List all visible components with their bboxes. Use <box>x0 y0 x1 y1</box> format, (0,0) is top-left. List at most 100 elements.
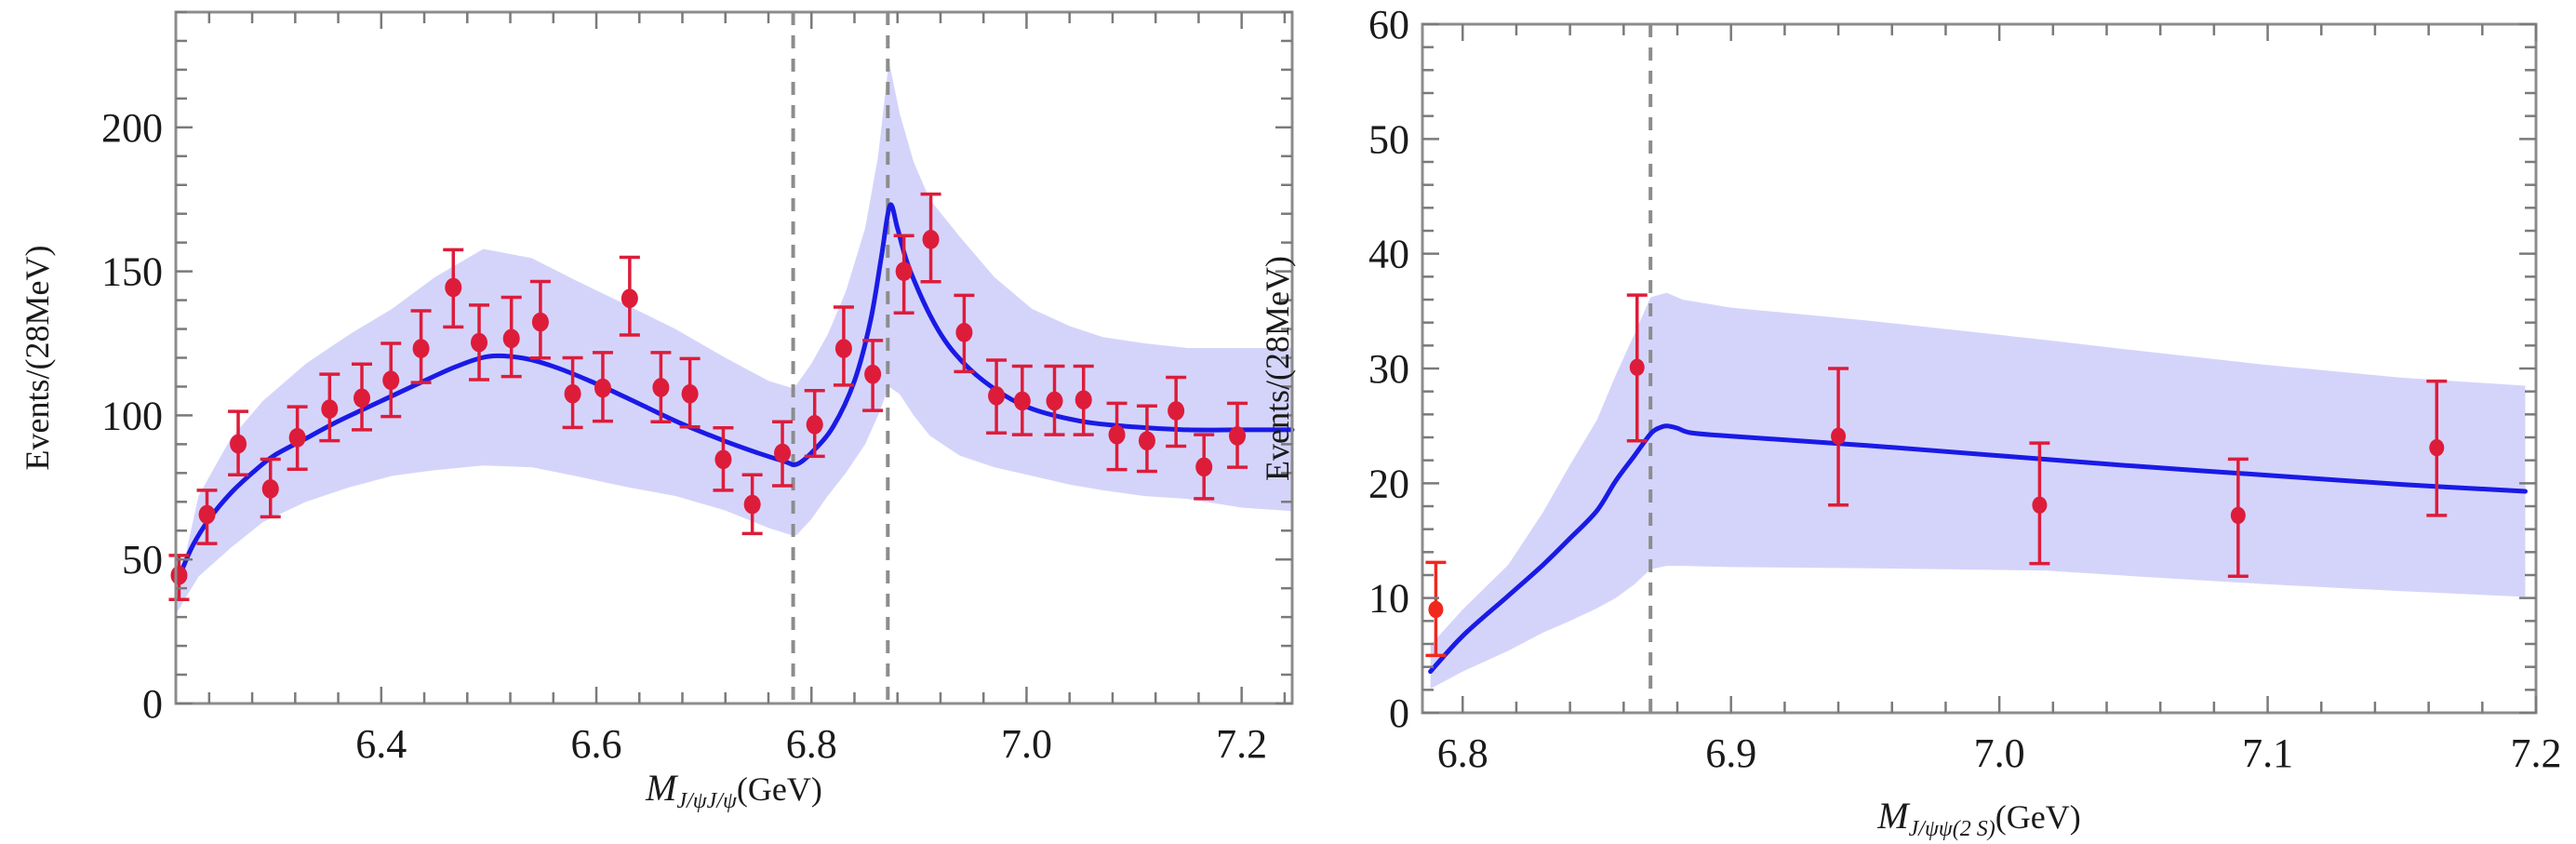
data-marker <box>681 383 699 404</box>
data-point <box>804 389 825 459</box>
data-marker <box>412 339 430 358</box>
x-tick-label: 6.8 <box>1437 730 1488 776</box>
data-marker <box>1074 390 1092 410</box>
data-marker <box>743 494 761 515</box>
y-tick-label: 30 <box>1368 346 1409 392</box>
data-point <box>501 295 522 379</box>
data-points-layer <box>168 192 1248 601</box>
x-axis-label: MJ/ψJ/ψ(GeV) <box>645 767 822 813</box>
data-point <box>650 351 672 423</box>
data-point <box>196 489 218 545</box>
y-tick-labels: 0 10 20 30 40 50 60 <box>1368 2 1409 736</box>
data-point <box>1425 560 1447 658</box>
x-tick-labels: 6.8 6.9 7.0 7.1 7.2 <box>1437 730 2562 776</box>
data-point <box>562 355 583 430</box>
data-marker <box>261 479 279 499</box>
x-tick-label: 6.6 <box>571 721 622 767</box>
x-axis-label-subscript: J/ψJ/ψ <box>676 789 738 813</box>
uncertainty-band <box>1430 292 2526 690</box>
data-marker <box>198 504 216 525</box>
data-marker <box>531 312 549 332</box>
data-point <box>986 358 1008 435</box>
x-tick-label: 7.2 <box>2511 730 2562 776</box>
data-point <box>260 457 281 519</box>
right-panel-jpsi-psi2s: 6.8 6.9 7.0 7.1 7.2 0 10 20 30 40 50 60 Events/(28… <box>1259 2 2562 841</box>
data-point <box>1194 433 1215 501</box>
data-marker <box>1013 391 1031 411</box>
left-panel-jpsi-jpsi: 6.4 6.6 6.8 7.0 7.2 0 50 100 150 200 Events/(28M… <box>19 10 1295 813</box>
data-point <box>1136 404 1157 474</box>
uncertainty-band <box>176 60 1292 615</box>
data-point <box>2029 441 2050 566</box>
x-tick-label: 6.4 <box>355 721 407 767</box>
x-axis-label-main: M <box>645 767 679 809</box>
data-marker <box>288 427 306 448</box>
data-marker <box>1629 358 1645 376</box>
data-point <box>443 248 464 329</box>
data-marker <box>1168 401 1185 421</box>
x-axis-label-subscript: J/ψψ(2 S) <box>1909 817 1995 841</box>
y-tick-label: 100 <box>101 393 163 438</box>
axis-ticks <box>176 10 1292 705</box>
data-marker <box>1108 424 1126 445</box>
x-axis-label-main: M <box>1876 795 1911 837</box>
data-marker <box>382 370 400 390</box>
data-point <box>529 279 551 360</box>
x-tick-label: 6.8 <box>786 721 837 767</box>
x-tick-labels: 6.4 6.6 6.8 7.0 7.2 <box>355 721 1267 767</box>
data-point <box>352 362 372 432</box>
y-tick-labels: 0 50 100 150 200 <box>101 105 163 727</box>
x-tick-label: 7.1 <box>2242 730 2293 776</box>
data-point <box>1227 401 1248 469</box>
data-point <box>954 293 975 374</box>
data-marker <box>955 322 973 342</box>
axis-ticks <box>1422 22 2538 715</box>
data-point <box>1828 367 1849 507</box>
data-marker <box>774 443 792 463</box>
data-marker <box>1229 426 1247 446</box>
x-axis-label-unit: (GeV) <box>1995 798 2081 836</box>
data-point <box>619 255 640 337</box>
data-point <box>1073 364 1094 436</box>
data-marker <box>1831 427 1847 445</box>
data-point <box>469 303 490 382</box>
data-marker <box>1138 431 1155 451</box>
data-point <box>592 351 613 423</box>
data-point <box>2227 457 2249 578</box>
data-marker <box>1195 457 1213 477</box>
data-point <box>1044 364 1065 436</box>
y-tick-label: 50 <box>1368 116 1409 162</box>
x-axis-label: MJ/ψψ(2 S)(GeV) <box>1876 795 2080 841</box>
fit-curve <box>1428 423 2528 675</box>
x-tick-label: 7.0 <box>1974 730 2025 776</box>
data-marker <box>564 383 581 404</box>
data-point <box>920 192 941 284</box>
x-tick-label: 7.2 <box>1216 721 1267 767</box>
data-point <box>833 305 854 387</box>
data-point <box>679 356 701 429</box>
y-axis-label: Events/(28MeV) <box>1259 256 1296 481</box>
data-point <box>2426 379 2448 517</box>
data-points-layer <box>1425 293 2448 658</box>
data-point <box>410 309 432 384</box>
data-marker <box>714 449 732 470</box>
data-marker <box>988 386 1006 406</box>
data-point <box>713 425 734 492</box>
data-marker <box>471 332 488 353</box>
data-point <box>1011 364 1033 436</box>
data-marker <box>652 378 670 397</box>
data-marker <box>621 288 638 309</box>
data-marker <box>1428 600 1444 619</box>
data-marker <box>170 565 188 585</box>
data-point <box>1106 401 1128 472</box>
data-point <box>1626 293 1648 443</box>
y-tick-label: 60 <box>1368 2 1409 47</box>
data-point <box>1166 375 1187 449</box>
data-marker <box>230 434 247 454</box>
data-marker <box>445 277 462 298</box>
y-tick-label: 20 <box>1368 461 1409 506</box>
x-tick-label: 7.0 <box>1001 721 1052 767</box>
y-tick-label: 50 <box>122 537 163 583</box>
y-axis-label: Events/(28MeV) <box>19 246 56 471</box>
